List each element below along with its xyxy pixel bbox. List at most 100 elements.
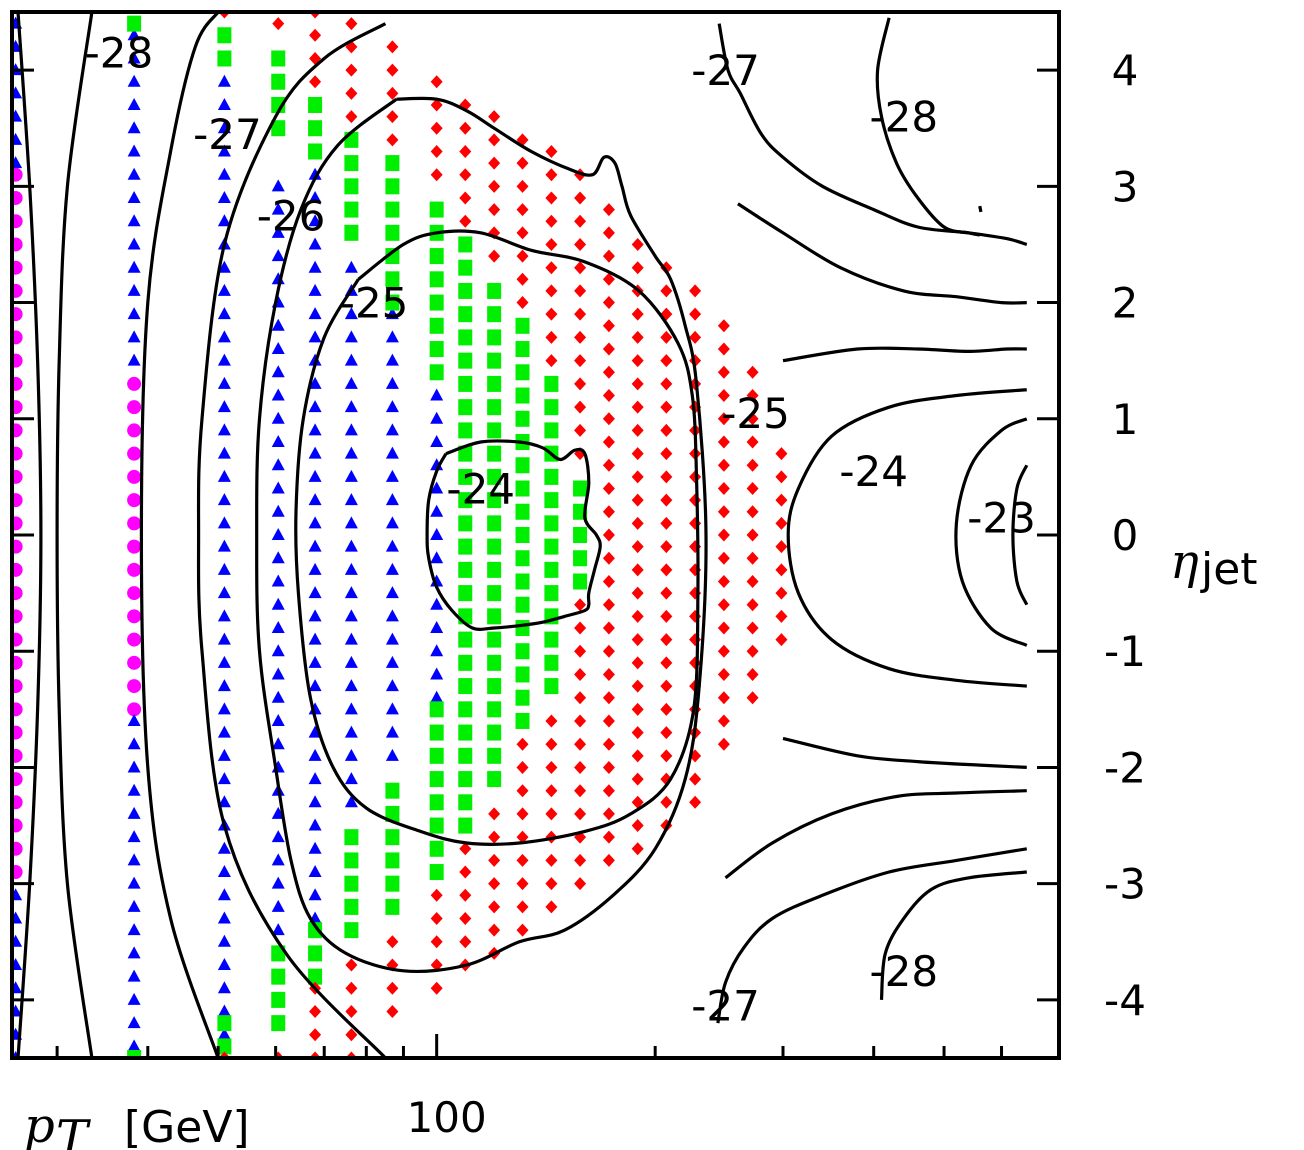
square-marker: [458, 236, 473, 253]
triangle-marker: [385, 632, 399, 645]
triangle-marker: [308, 632, 322, 645]
circle-marker: [12, 841, 23, 856]
contour-line: [255, 96, 708, 974]
triangle-marker: [430, 388, 444, 401]
circle-marker: [12, 748, 23, 763]
contour-line: [724, 789, 1027, 880]
triangle-marker: [217, 353, 231, 366]
triangle-marker: [308, 260, 322, 273]
square-marker: [344, 875, 359, 892]
triangle-marker: [344, 469, 358, 482]
square-marker: [344, 922, 359, 939]
triangle-marker: [430, 411, 444, 424]
square-marker: [515, 341, 530, 358]
diamond-marker: [545, 784, 558, 798]
triangle-marker: [308, 888, 322, 901]
triangle-marker: [308, 841, 322, 854]
contour-label: -26: [257, 191, 326, 240]
diamond-marker: [746, 389, 759, 403]
square-marker: [217, 1015, 232, 1032]
diamond-marker: [574, 644, 587, 658]
diamond-marker: [345, 17, 358, 31]
triangle-marker: [217, 167, 231, 180]
diamond-marker: [459, 214, 472, 228]
triangle-marker: [217, 655, 231, 668]
triangle-marker: [308, 516, 322, 529]
diamond-marker: [545, 330, 558, 344]
triangle-marker: [217, 702, 231, 715]
triangle-marker: [271, 737, 285, 750]
diamond-marker: [516, 923, 529, 937]
triangle-marker: [344, 702, 358, 715]
contour-label: -27: [193, 110, 262, 159]
triangle-marker: [430, 551, 444, 564]
diamond-marker: [516, 249, 529, 263]
diamond-marker: [516, 830, 529, 844]
triangle-marker: [217, 609, 231, 622]
square-marker: [127, 1050, 142, 1058]
triangle-marker: [217, 516, 231, 529]
circle-marker: [12, 702, 23, 717]
triangle-marker: [127, 853, 141, 866]
diamond-marker: [746, 644, 759, 658]
contour-line: [716, 847, 1028, 1024]
triangle-marker: [344, 307, 358, 320]
square-marker: [458, 654, 473, 671]
diamond-marker: [689, 330, 702, 344]
diamond-marker: [717, 714, 730, 728]
triangle-marker: [385, 493, 399, 506]
triangle-marker: [344, 539, 358, 552]
triangle-marker: [127, 260, 141, 273]
diamond-marker: [516, 179, 529, 193]
triangle-marker: [217, 144, 231, 157]
y-axis-subscript: jet: [1200, 544, 1258, 595]
square-marker: [271, 50, 286, 67]
diamond-marker: [717, 528, 730, 542]
triangle-marker: [127, 51, 141, 64]
triangle-marker: [308, 330, 322, 343]
diamond-marker: [631, 470, 644, 484]
diamond-marker: [746, 505, 759, 519]
diamond-marker: [631, 447, 644, 461]
triangle-marker: [271, 388, 285, 401]
triangle-marker: [127, 923, 141, 936]
square-marker: [458, 631, 473, 648]
triangle-marker: [430, 644, 444, 657]
diamond-marker: [272, 17, 285, 31]
diamond-marker: [488, 133, 501, 147]
diamond-marker: [746, 458, 759, 472]
triangle-marker: [271, 365, 285, 378]
diamond-marker: [602, 505, 615, 519]
diamond-marker: [488, 830, 501, 844]
diamond-marker: [574, 284, 587, 298]
diamond-marker: [345, 63, 358, 77]
diamond-marker: [386, 935, 399, 949]
contour-line: [782, 346, 1027, 363]
diamond-marker: [775, 633, 788, 647]
square-marker: [487, 329, 502, 346]
diamond-marker: [430, 912, 443, 926]
square-marker: [429, 747, 444, 764]
tick-layer: [12, 68, 1059, 1058]
triangle-marker: [385, 655, 399, 668]
triangle-marker: [127, 713, 141, 726]
circle-marker: [127, 423, 142, 438]
square-marker: [458, 282, 473, 299]
diamond-marker: [574, 423, 587, 437]
y-tick-label: 4: [1112, 46, 1139, 95]
diamond-marker: [516, 156, 529, 170]
square-marker: [487, 724, 502, 741]
diamond-marker: [459, 865, 472, 879]
triangle-marker: [127, 899, 141, 912]
diamond-marker: [574, 621, 587, 635]
square-marker: [429, 817, 444, 834]
diamond-marker: [574, 330, 587, 344]
square-marker: [515, 410, 530, 427]
x-axis-subscript: T: [56, 1110, 91, 1150]
triangle-marker: [271, 830, 285, 843]
diamond-marker: [430, 75, 443, 89]
diamond-marker: [488, 110, 501, 124]
triangle-marker: [385, 748, 399, 761]
circle-marker: [12, 376, 23, 391]
diamond-marker: [516, 900, 529, 914]
